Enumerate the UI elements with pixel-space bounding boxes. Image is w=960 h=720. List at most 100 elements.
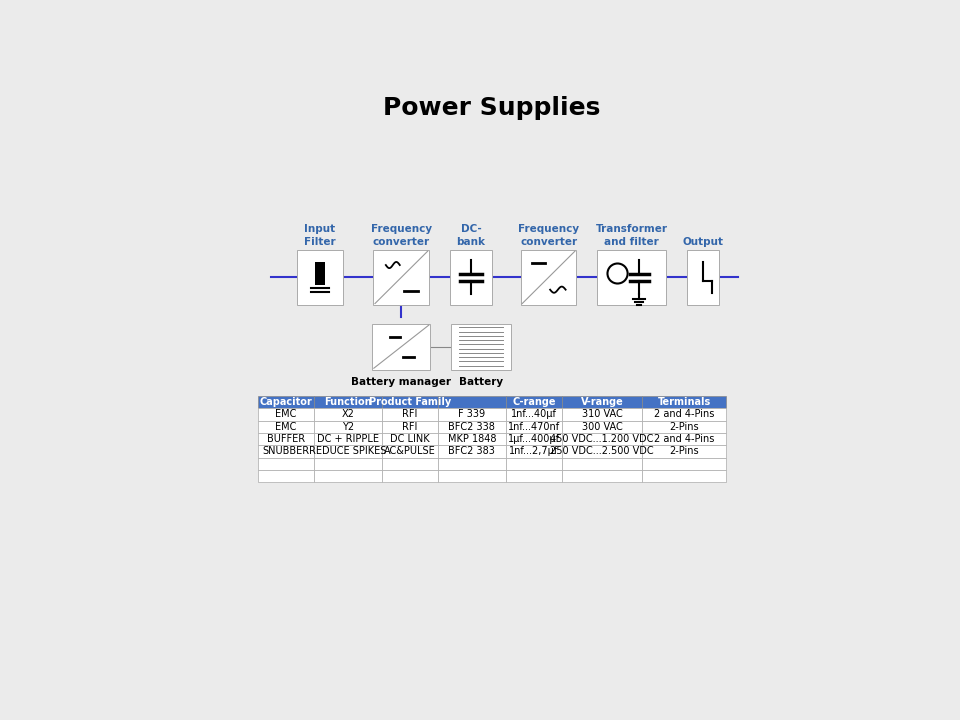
Text: 2-Pins: 2-Pins	[669, 446, 699, 456]
Bar	[314, 470, 382, 482]
Text: C-range: C-range	[512, 397, 556, 407]
Bar	[642, 396, 726, 408]
Bar	[642, 433, 726, 445]
Text: 300 VAC: 300 VAC	[582, 422, 622, 432]
Bar	[642, 445, 726, 457]
Text: 2-Pins: 2-Pins	[669, 422, 699, 432]
Bar	[438, 445, 506, 457]
Bar	[382, 433, 438, 445]
Bar	[314, 433, 382, 445]
Bar	[686, 250, 719, 305]
Text: Frequency
converter: Frequency converter	[518, 224, 579, 246]
Bar	[562, 420, 642, 433]
Bar	[258, 408, 314, 420]
Text: 1μf...400μf: 1μf...400μf	[508, 434, 560, 444]
Bar	[382, 396, 438, 408]
Bar	[297, 250, 344, 305]
Bar	[506, 408, 562, 420]
Text: REDUCE SPIKES: REDUCE SPIKES	[309, 446, 387, 456]
Text: 310 VAC: 310 VAC	[582, 410, 622, 420]
Text: RFI: RFI	[402, 422, 418, 432]
Text: Terminals: Terminals	[658, 397, 710, 407]
Text: Output: Output	[683, 237, 723, 246]
Text: 1nf...40μf: 1nf...40μf	[511, 410, 557, 420]
Bar	[314, 408, 382, 420]
Bar	[438, 433, 506, 445]
Bar	[562, 408, 642, 420]
Bar	[314, 445, 382, 457]
Text: AC&PULSE: AC&PULSE	[384, 446, 436, 456]
Text: 1nf...470nf: 1nf...470nf	[508, 422, 560, 432]
Text: Frequency
converter: Frequency converter	[371, 224, 432, 246]
Bar	[314, 396, 382, 408]
Bar	[258, 457, 314, 470]
Bar	[642, 420, 726, 433]
Bar	[596, 250, 666, 305]
Bar	[642, 408, 726, 420]
Bar	[373, 250, 429, 305]
Text: DC-
bank: DC- bank	[457, 224, 486, 246]
Bar	[258, 433, 314, 445]
Text: Battery: Battery	[459, 377, 503, 387]
Bar	[258, 445, 314, 457]
Bar	[382, 457, 438, 470]
Bar	[506, 457, 562, 470]
Text: F 339: F 339	[458, 410, 486, 420]
Bar	[506, 420, 562, 433]
Text: EMC: EMC	[276, 410, 297, 420]
Bar	[642, 457, 726, 470]
Bar	[372, 323, 430, 370]
Text: Capacitor: Capacitor	[259, 397, 312, 407]
Bar	[438, 408, 506, 420]
Text: 450 VDC...1.200 VDC: 450 VDC...1.200 VDC	[550, 434, 654, 444]
Bar	[562, 470, 642, 482]
Text: Input
Filter: Input Filter	[304, 224, 336, 246]
Bar	[382, 408, 438, 420]
Text: Power Supplies: Power Supplies	[383, 96, 601, 120]
Bar	[314, 457, 382, 470]
Text: Y2: Y2	[342, 422, 354, 432]
Bar	[451, 323, 512, 370]
Bar	[450, 250, 492, 305]
Text: Product Family: Product Family	[369, 397, 451, 407]
Text: DC LINK: DC LINK	[390, 434, 430, 444]
Bar	[438, 396, 506, 408]
Bar	[562, 433, 642, 445]
Bar	[314, 420, 382, 433]
Bar	[382, 470, 438, 482]
Bar	[506, 396, 562, 408]
Text: BUFFER: BUFFER	[267, 434, 305, 444]
Text: X2: X2	[342, 410, 354, 420]
Text: Battery manager: Battery manager	[351, 377, 451, 387]
Bar	[562, 396, 642, 408]
Text: SNUBBER: SNUBBER	[262, 446, 309, 456]
Bar	[642, 470, 726, 482]
Bar	[562, 457, 642, 470]
Bar	[258, 420, 314, 433]
Bar	[315, 262, 325, 285]
Bar	[520, 250, 576, 305]
Text: Transformer
and filter: Transformer and filter	[595, 224, 667, 246]
Bar	[438, 470, 506, 482]
Text: 250 VDC...2.500 VDC: 250 VDC...2.500 VDC	[550, 446, 654, 456]
Bar	[382, 445, 438, 457]
Text: 1nf...2,7μf: 1nf...2,7μf	[509, 446, 559, 456]
Bar	[258, 470, 314, 482]
Text: 2 and 4-Pins: 2 and 4-Pins	[654, 434, 714, 444]
Text: Function: Function	[324, 397, 372, 407]
Bar	[438, 420, 506, 433]
Text: EMC: EMC	[276, 422, 297, 432]
Bar	[506, 433, 562, 445]
Bar	[506, 445, 562, 457]
Text: MKP 1848: MKP 1848	[447, 434, 496, 444]
Bar	[438, 457, 506, 470]
Text: DC + RIPPLE: DC + RIPPLE	[317, 434, 379, 444]
Text: BFC2 338: BFC2 338	[448, 422, 495, 432]
Text: 2 and 4-Pins: 2 and 4-Pins	[654, 410, 714, 420]
Bar	[258, 396, 314, 408]
Bar	[382, 420, 438, 433]
Bar	[562, 445, 642, 457]
Text: V-range: V-range	[581, 397, 623, 407]
Text: RFI: RFI	[402, 410, 418, 420]
Text: BFC2 383: BFC2 383	[448, 446, 495, 456]
